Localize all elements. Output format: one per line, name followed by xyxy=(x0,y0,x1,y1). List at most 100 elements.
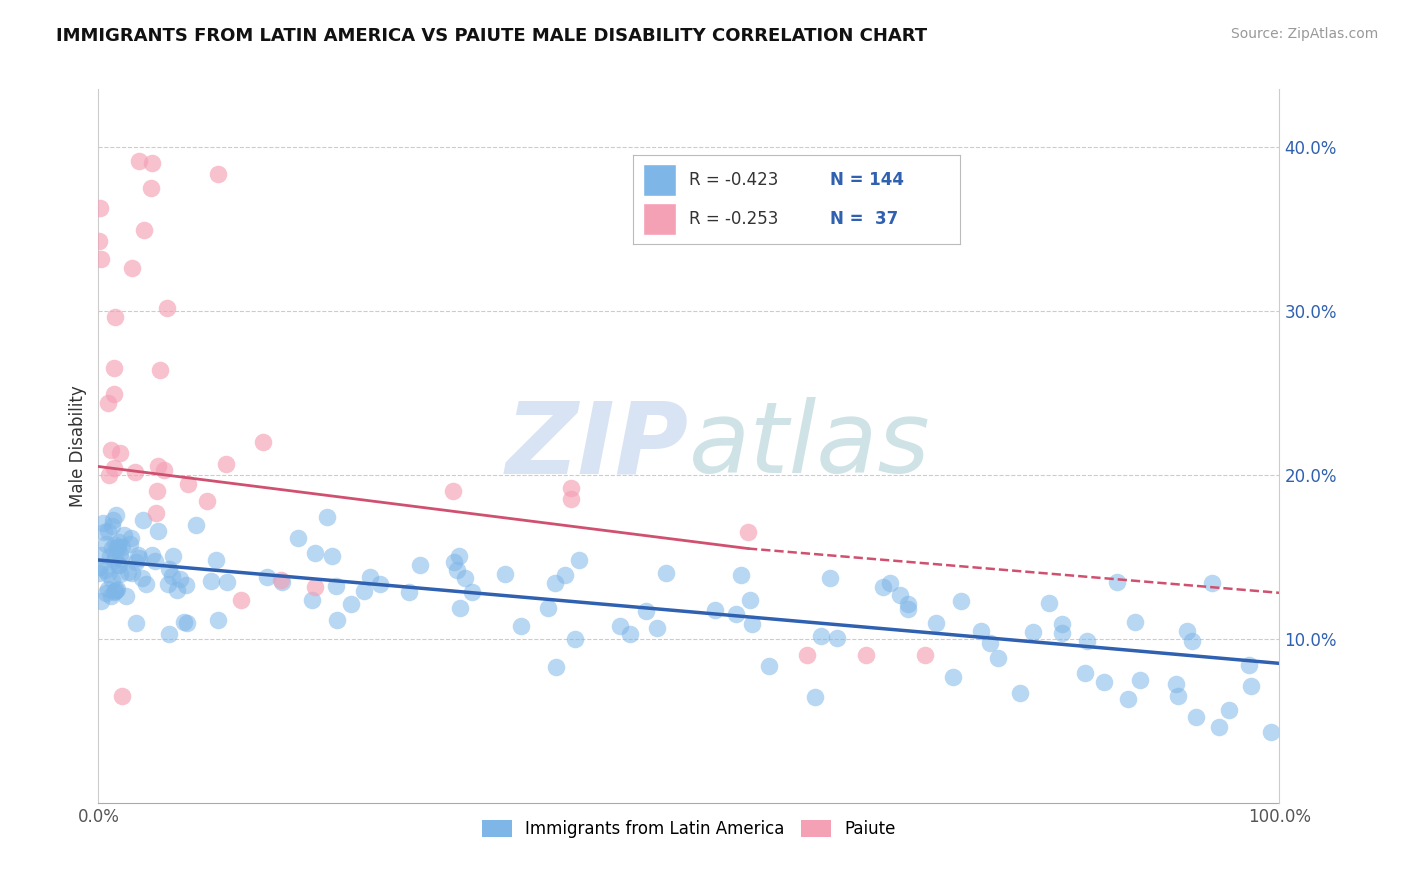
Point xyxy=(447,549,470,564)
Point xyxy=(703,603,725,617)
Point xyxy=(215,457,238,471)
Point xyxy=(160,568,183,582)
Point xyxy=(1092,675,1115,690)
Point xyxy=(207,167,229,181)
Point xyxy=(914,648,936,662)
Point xyxy=(252,434,274,449)
Point xyxy=(897,602,920,616)
Point xyxy=(1239,657,1261,672)
Text: N = 144: N = 144 xyxy=(830,171,904,189)
Point xyxy=(889,589,911,603)
Point xyxy=(215,575,238,590)
Point xyxy=(104,583,127,598)
Point xyxy=(270,573,292,587)
Point xyxy=(110,547,132,561)
Point xyxy=(153,462,176,476)
Point xyxy=(156,301,179,315)
Point xyxy=(1123,615,1146,630)
Point xyxy=(443,555,465,569)
Point xyxy=(100,589,122,603)
Point xyxy=(287,532,309,546)
Point xyxy=(256,569,278,583)
Point xyxy=(146,484,169,499)
Point xyxy=(441,484,464,499)
Point xyxy=(103,461,125,475)
Point xyxy=(730,568,752,582)
Point xyxy=(169,572,191,586)
Point xyxy=(107,540,129,554)
Point xyxy=(98,549,121,564)
Point xyxy=(271,575,294,590)
Point xyxy=(1208,720,1230,734)
Point xyxy=(135,577,157,591)
Legend: Immigrants from Latin America, Paiute: Immigrants from Latin America, Paiute xyxy=(475,813,903,845)
Text: ZIP: ZIP xyxy=(506,398,689,494)
Point xyxy=(1260,724,1282,739)
Point xyxy=(97,566,120,581)
Point xyxy=(131,571,153,585)
Point xyxy=(141,181,163,195)
Point xyxy=(1107,575,1129,590)
Point xyxy=(157,627,180,641)
Point xyxy=(101,573,124,587)
Point xyxy=(101,519,124,533)
Point xyxy=(195,494,218,508)
Point xyxy=(872,580,894,594)
Point xyxy=(114,589,136,603)
Point xyxy=(1181,634,1204,648)
Point xyxy=(510,619,533,633)
Point xyxy=(725,607,748,622)
Point xyxy=(141,156,163,170)
Point xyxy=(970,624,993,638)
Point xyxy=(89,559,111,574)
Point xyxy=(200,574,222,588)
Point xyxy=(89,566,111,580)
Point xyxy=(90,548,112,562)
Point xyxy=(353,584,375,599)
Point xyxy=(804,690,827,704)
Point xyxy=(97,396,120,410)
Point xyxy=(1076,634,1098,648)
Point xyxy=(979,636,1001,650)
Point xyxy=(143,554,166,568)
Point xyxy=(90,252,112,267)
Point xyxy=(568,553,591,567)
Text: R = -0.423: R = -0.423 xyxy=(689,171,779,189)
Point xyxy=(103,584,125,599)
Point xyxy=(111,689,134,703)
Point xyxy=(359,570,381,584)
Point xyxy=(108,446,131,460)
Point xyxy=(118,537,141,551)
Point xyxy=(104,550,127,565)
Point xyxy=(107,558,129,572)
Point xyxy=(94,585,117,599)
Point xyxy=(103,386,125,401)
Point xyxy=(326,613,349,627)
Point xyxy=(110,552,132,566)
Point xyxy=(942,670,965,684)
Point xyxy=(368,576,391,591)
Text: IMMIGRANTS FROM LATIN AMERICA VS PAIUTE MALE DISABILITY CORRELATION CHART: IMMIGRANTS FROM LATIN AMERICA VS PAIUTE … xyxy=(56,27,928,45)
Point xyxy=(321,549,343,564)
Point xyxy=(186,517,208,532)
Point xyxy=(111,540,134,554)
Point xyxy=(398,584,420,599)
Point xyxy=(897,597,920,611)
Point xyxy=(1240,679,1263,693)
Bar xyxy=(643,164,676,196)
Point xyxy=(105,508,128,522)
Point xyxy=(494,567,516,582)
Point xyxy=(128,551,150,566)
Point xyxy=(91,516,114,530)
Point xyxy=(340,597,363,611)
Point xyxy=(97,467,120,482)
Point xyxy=(149,363,172,377)
Point xyxy=(87,234,110,248)
Point xyxy=(117,565,139,579)
Point xyxy=(449,600,471,615)
Point xyxy=(1167,689,1189,703)
Point xyxy=(105,582,128,597)
Point xyxy=(810,629,832,643)
Point xyxy=(1129,673,1152,688)
Bar xyxy=(643,203,676,235)
